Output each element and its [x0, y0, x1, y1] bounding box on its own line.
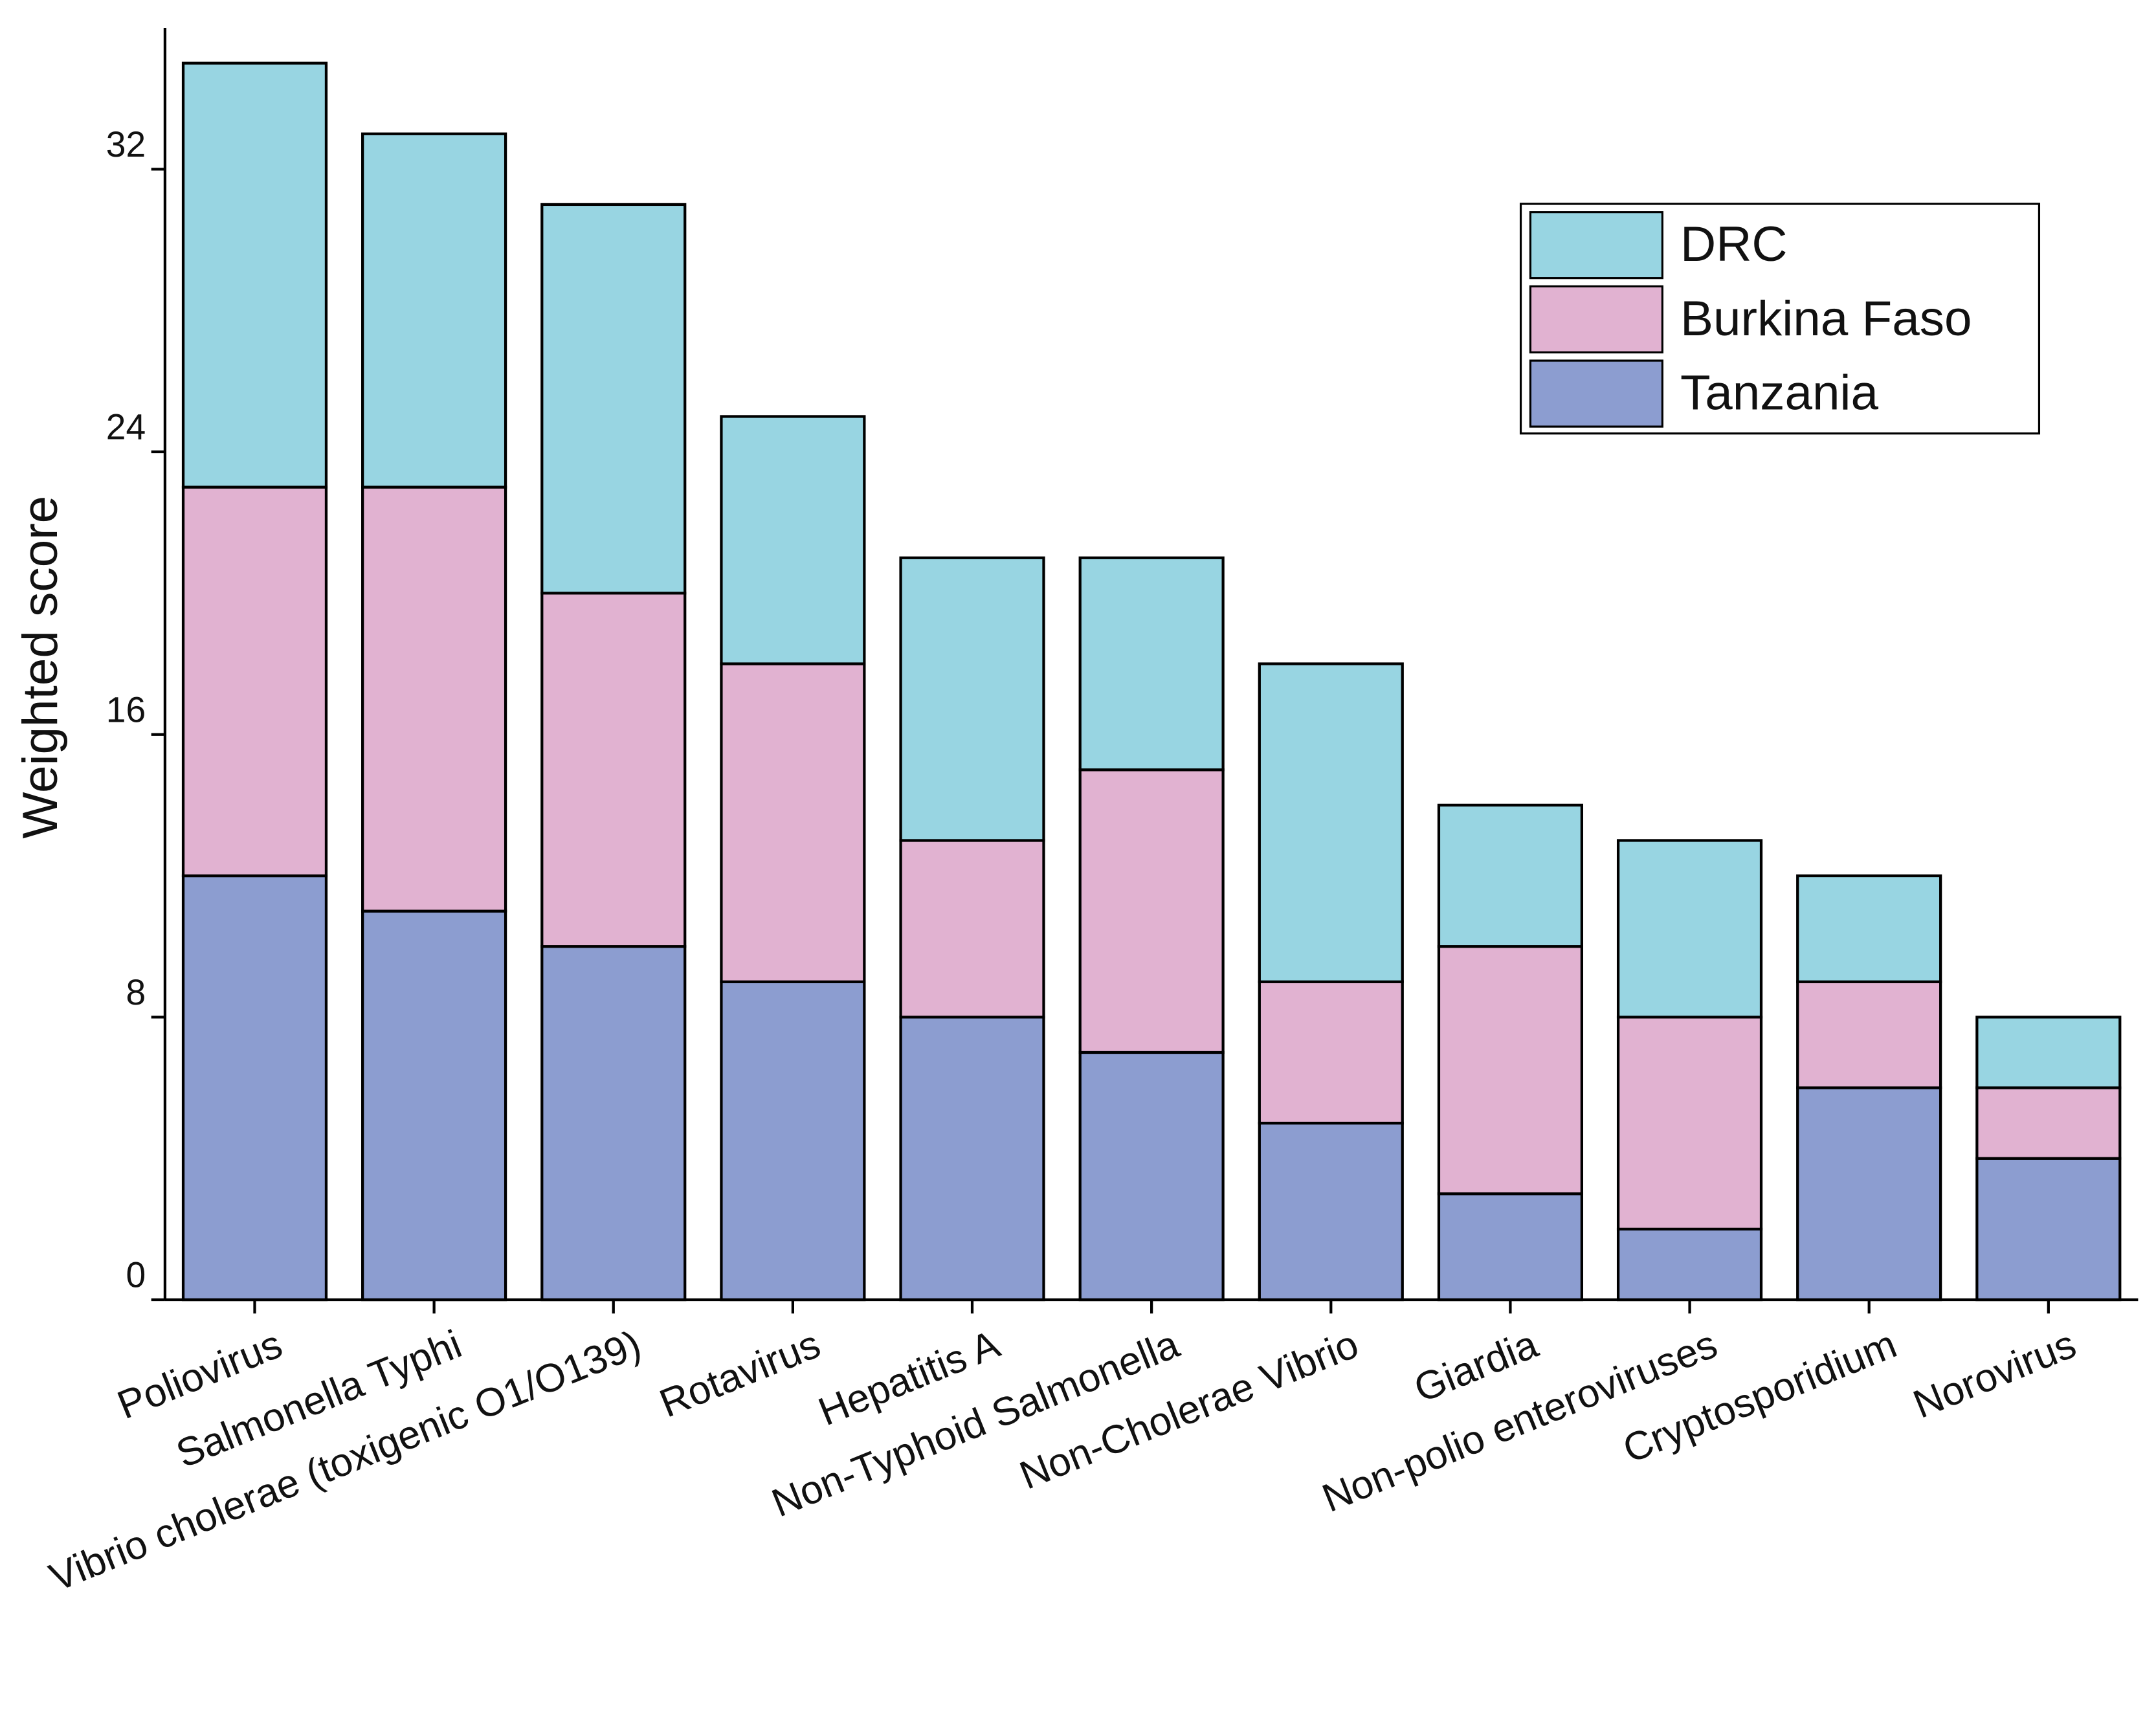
bar-segment [540, 592, 687, 948]
bar-segment [1078, 768, 1225, 1054]
bar-segment [1078, 556, 1225, 772]
bar-segment [1258, 980, 1404, 1125]
y-tick-label: 32 [106, 124, 146, 164]
y-tick-label: 0 [126, 1255, 146, 1295]
y-tick-label: 24 [106, 407, 146, 447]
legend-swatch [1529, 211, 1663, 280]
bar-segment [720, 980, 866, 1302]
bar-segment [1258, 662, 1404, 983]
bar-segment [1258, 1121, 1404, 1302]
bar-segment [181, 485, 328, 878]
bar-segment [1796, 874, 1942, 983]
bar-segment [1616, 1016, 1763, 1231]
x-tick-label: Vibrio cholerae (toxigenic O1/O139) [43, 1322, 647, 1600]
bar-segment [1616, 1227, 1763, 1302]
bar-segment [361, 132, 507, 489]
bar-segment [1437, 803, 1584, 948]
bar-segment [181, 61, 328, 489]
x-tick-label: Rotavirus [654, 1322, 827, 1426]
bar-segment [361, 909, 507, 1302]
legend-swatch [1529, 359, 1663, 428]
bar-segment [720, 662, 866, 983]
y-axis-label: Weighted score [13, 496, 68, 839]
bar-segment [1437, 945, 1584, 1196]
bar-segment [1796, 1086, 1942, 1302]
bar-segment [1616, 839, 1763, 1019]
bar-segment [361, 485, 507, 913]
bar-segment [1437, 1192, 1584, 1302]
bar-segment [720, 415, 866, 665]
bar-segment [1796, 980, 1942, 1089]
legend-swatch [1529, 285, 1663, 353]
x-tick-label: Norovirus [1907, 1322, 2082, 1427]
legend-label: Burkina Faso [1680, 291, 1972, 346]
y-tick-label: 16 [106, 689, 146, 729]
bar-segment [1975, 1016, 2122, 1089]
bar-segment [1975, 1157, 2122, 1302]
bar-segment [1078, 1051, 1225, 1302]
bar-segment [899, 1016, 1045, 1302]
bar-segment [540, 203, 687, 595]
bar-segment [899, 839, 1045, 1019]
legend-label: DRC [1680, 217, 1788, 272]
bar-segment [181, 874, 328, 1302]
y-tick-label: 8 [126, 972, 146, 1012]
bar-segment [540, 945, 687, 1302]
bar-segment [1975, 1086, 2122, 1160]
legend-label: Tanzania [1680, 366, 1879, 421]
bar-segment [899, 556, 1045, 842]
